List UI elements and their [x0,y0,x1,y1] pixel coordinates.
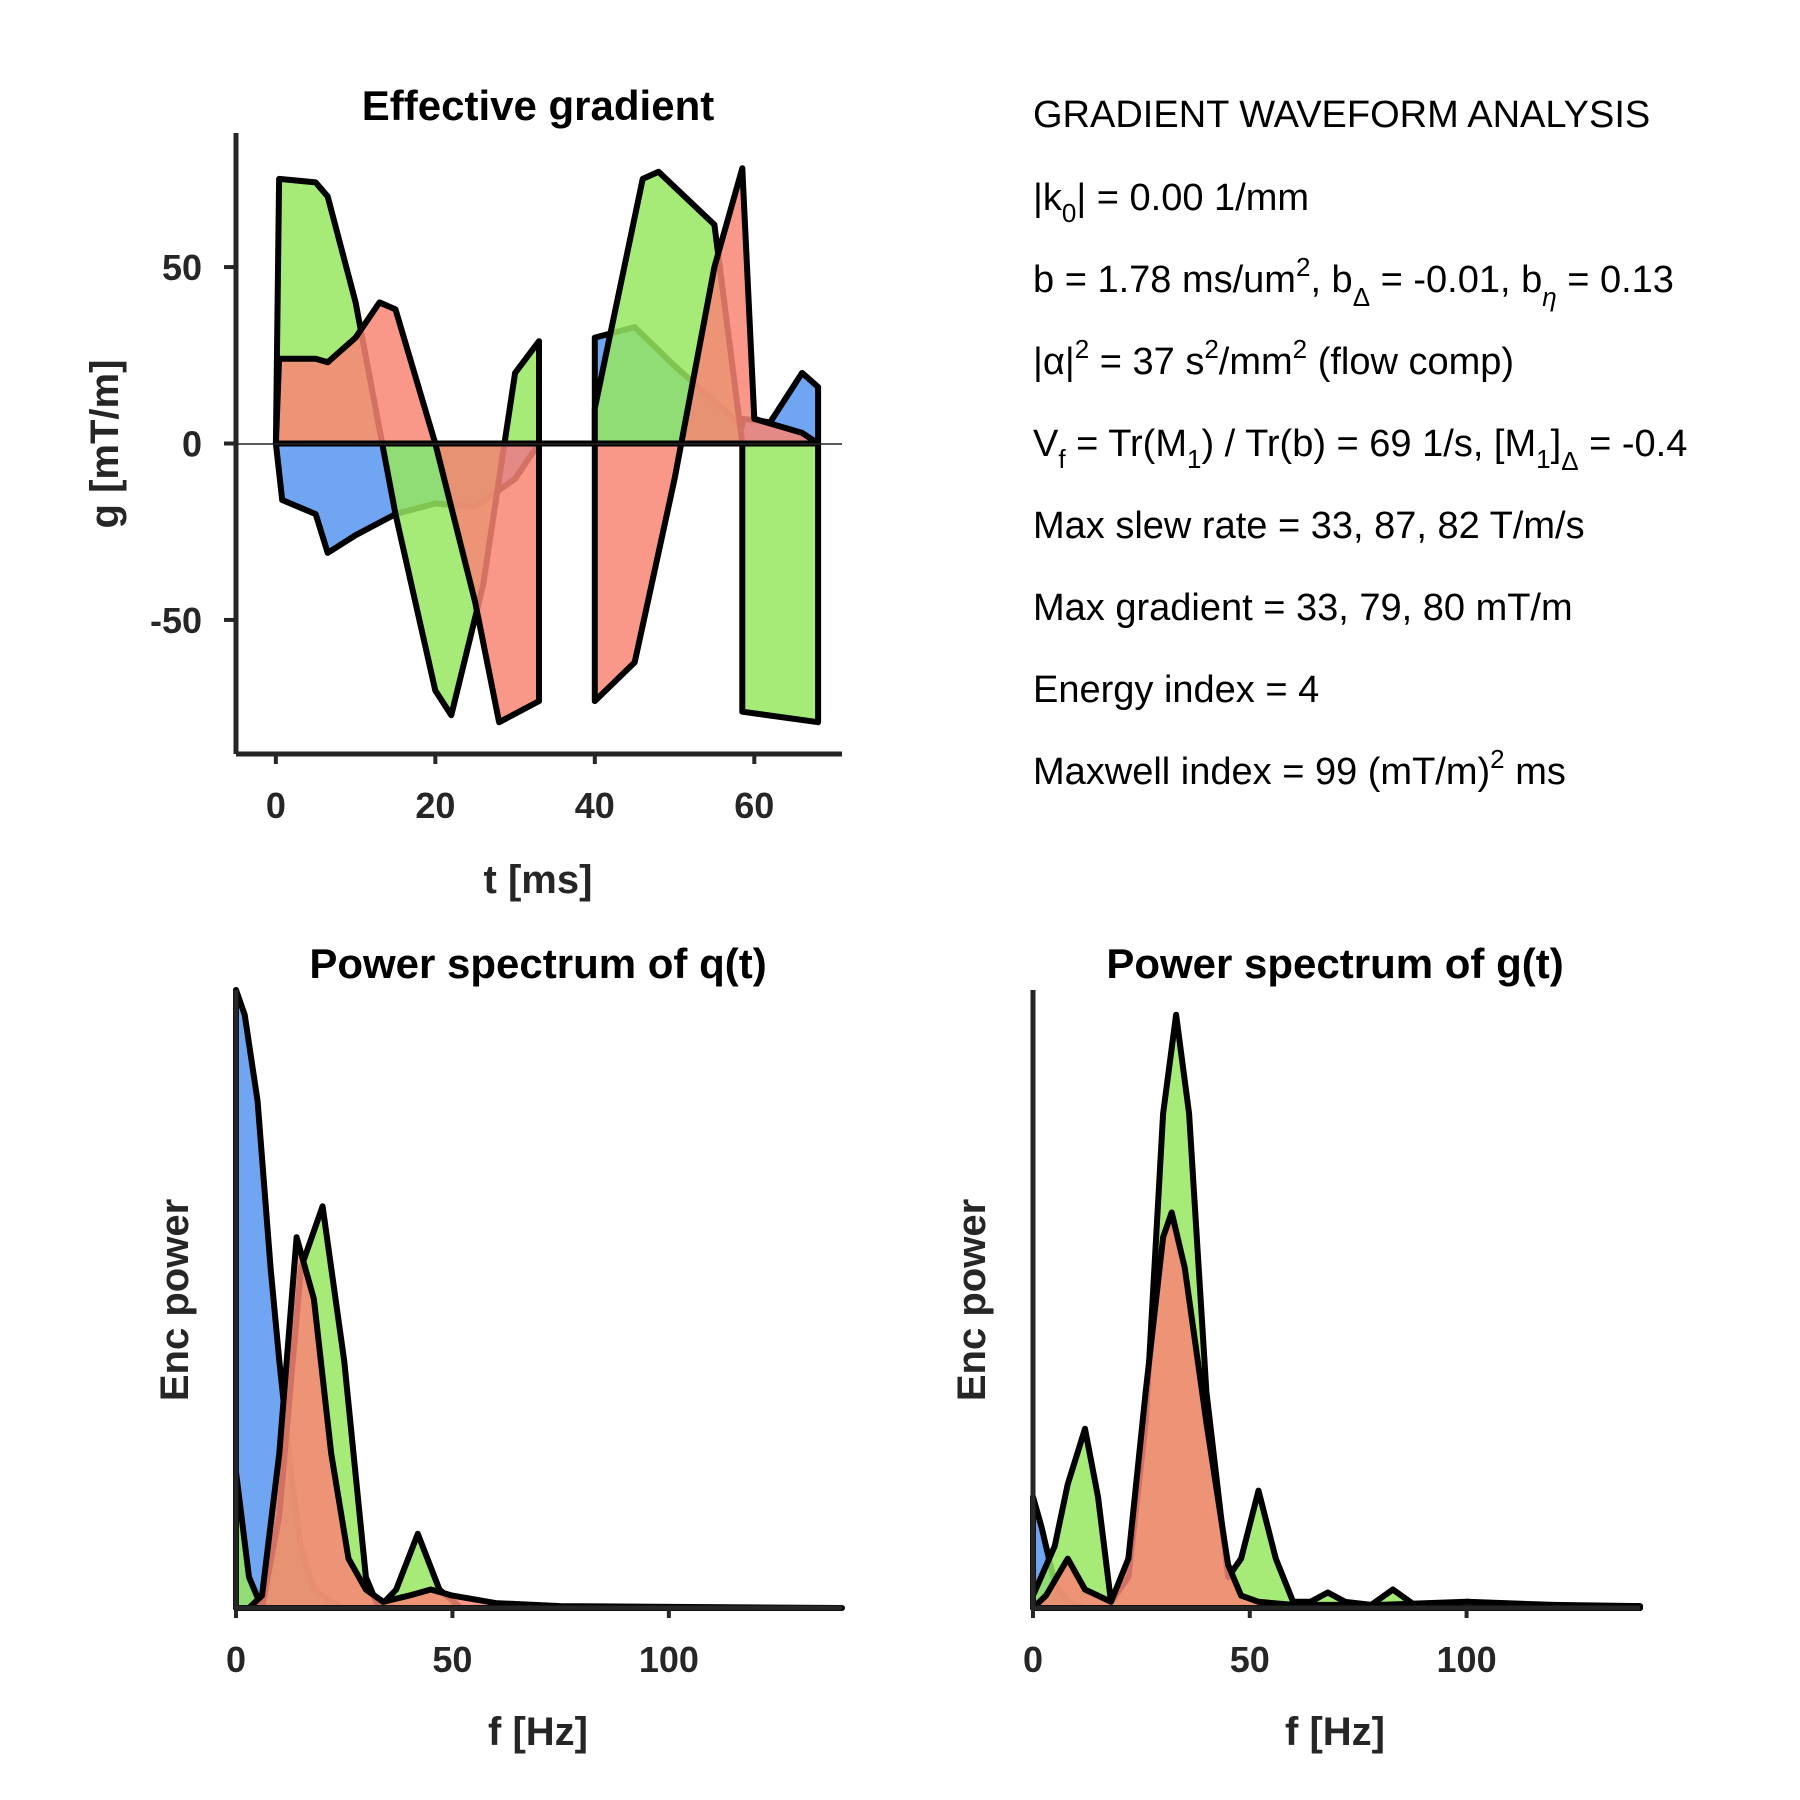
x-tick-label: 50 [1230,1639,1270,1680]
q-power-spectrum-plot: Power spectrum of q(t) 0 50 100 f [Hz] Enc… [153,940,845,1754]
y-series-area [1030,1011,1643,1611]
plot-title: Effective gradient [362,82,714,129]
max-gradient-line: Max gradient = 33, 79, 80 mT/m [1033,587,1573,629]
x-axis-label: f [Hz] [1285,1710,1385,1754]
tick-layer: 0 50 100 [1023,1608,1497,1680]
y-axis-label: g [mT/m] [83,360,127,529]
vf-line: Vf = Tr(M1) / Tr(b) = 69 1/s, [M1]Δ = -0… [1033,423,1687,476]
x-tick-label: 60 [734,785,774,826]
y-series-area [272,168,822,726]
z-series-area [1030,1209,1643,1611]
x-tick-label: 0 [266,785,286,826]
alpha-line: |α|2 = 37 s2/mm2 (flow comp) [1033,334,1514,383]
maxwell-index-line: Maxwell index = 99 (mT/m)2 ms [1033,744,1566,793]
series-layer [1030,1011,1643,1611]
x-tick-label: 0 [1023,1639,1043,1680]
tick-layer: 0 20 40 60 50 0 -50 [150,247,774,826]
tick-layer: 0 50 100 [226,1608,699,1680]
z-series-area [272,165,822,726]
x-tick-label: 20 [415,785,455,826]
x-tick-label: 50 [432,1639,472,1680]
x-axis-label: t [ms] [484,858,593,902]
x-axis-label: f [Hz] [488,1710,588,1754]
x-tick-label: 40 [575,785,615,826]
y-tick-label: -50 [150,600,202,641]
y-axis-label: Enc power [950,1199,994,1401]
b-value-line: b = 1.78 ms/um2, bΔ = -0.01, bη = 0.13 [1033,252,1674,312]
series-layer [233,987,845,1611]
g-power-spectrum-plot: Power spectrum of g(t) 0 50 100 f [Hz] Enc… [950,940,1643,1754]
x-tick-label: 100 [1437,1639,1497,1680]
y-axis-label: Enc power [153,1199,197,1401]
plot-title: Power spectrum of q(t) [309,940,766,987]
analysis-text: GRADIENT WAVEFORM ANALYSIS |k0| = 0.00 1… [1033,94,1687,793]
x-tick-label: 100 [639,1639,699,1680]
analysis-heading: GRADIENT WAVEFORM ANALYSIS [1033,94,1650,136]
plot-title: Power spectrum of g(t) [1106,940,1563,987]
energy-index-line: Energy index = 4 [1033,669,1319,711]
y-tick-label: 0 [182,424,202,465]
z-series-area [233,1234,845,1611]
x-tick-label: 0 [226,1639,246,1680]
k0-line: |k0| = 0.00 1/mm [1033,177,1309,228]
slew-rate-line: Max slew rate = 33, 87, 82 T/m/s [1033,505,1585,547]
y-tick-label: 50 [162,247,202,288]
series-layer [272,165,822,726]
